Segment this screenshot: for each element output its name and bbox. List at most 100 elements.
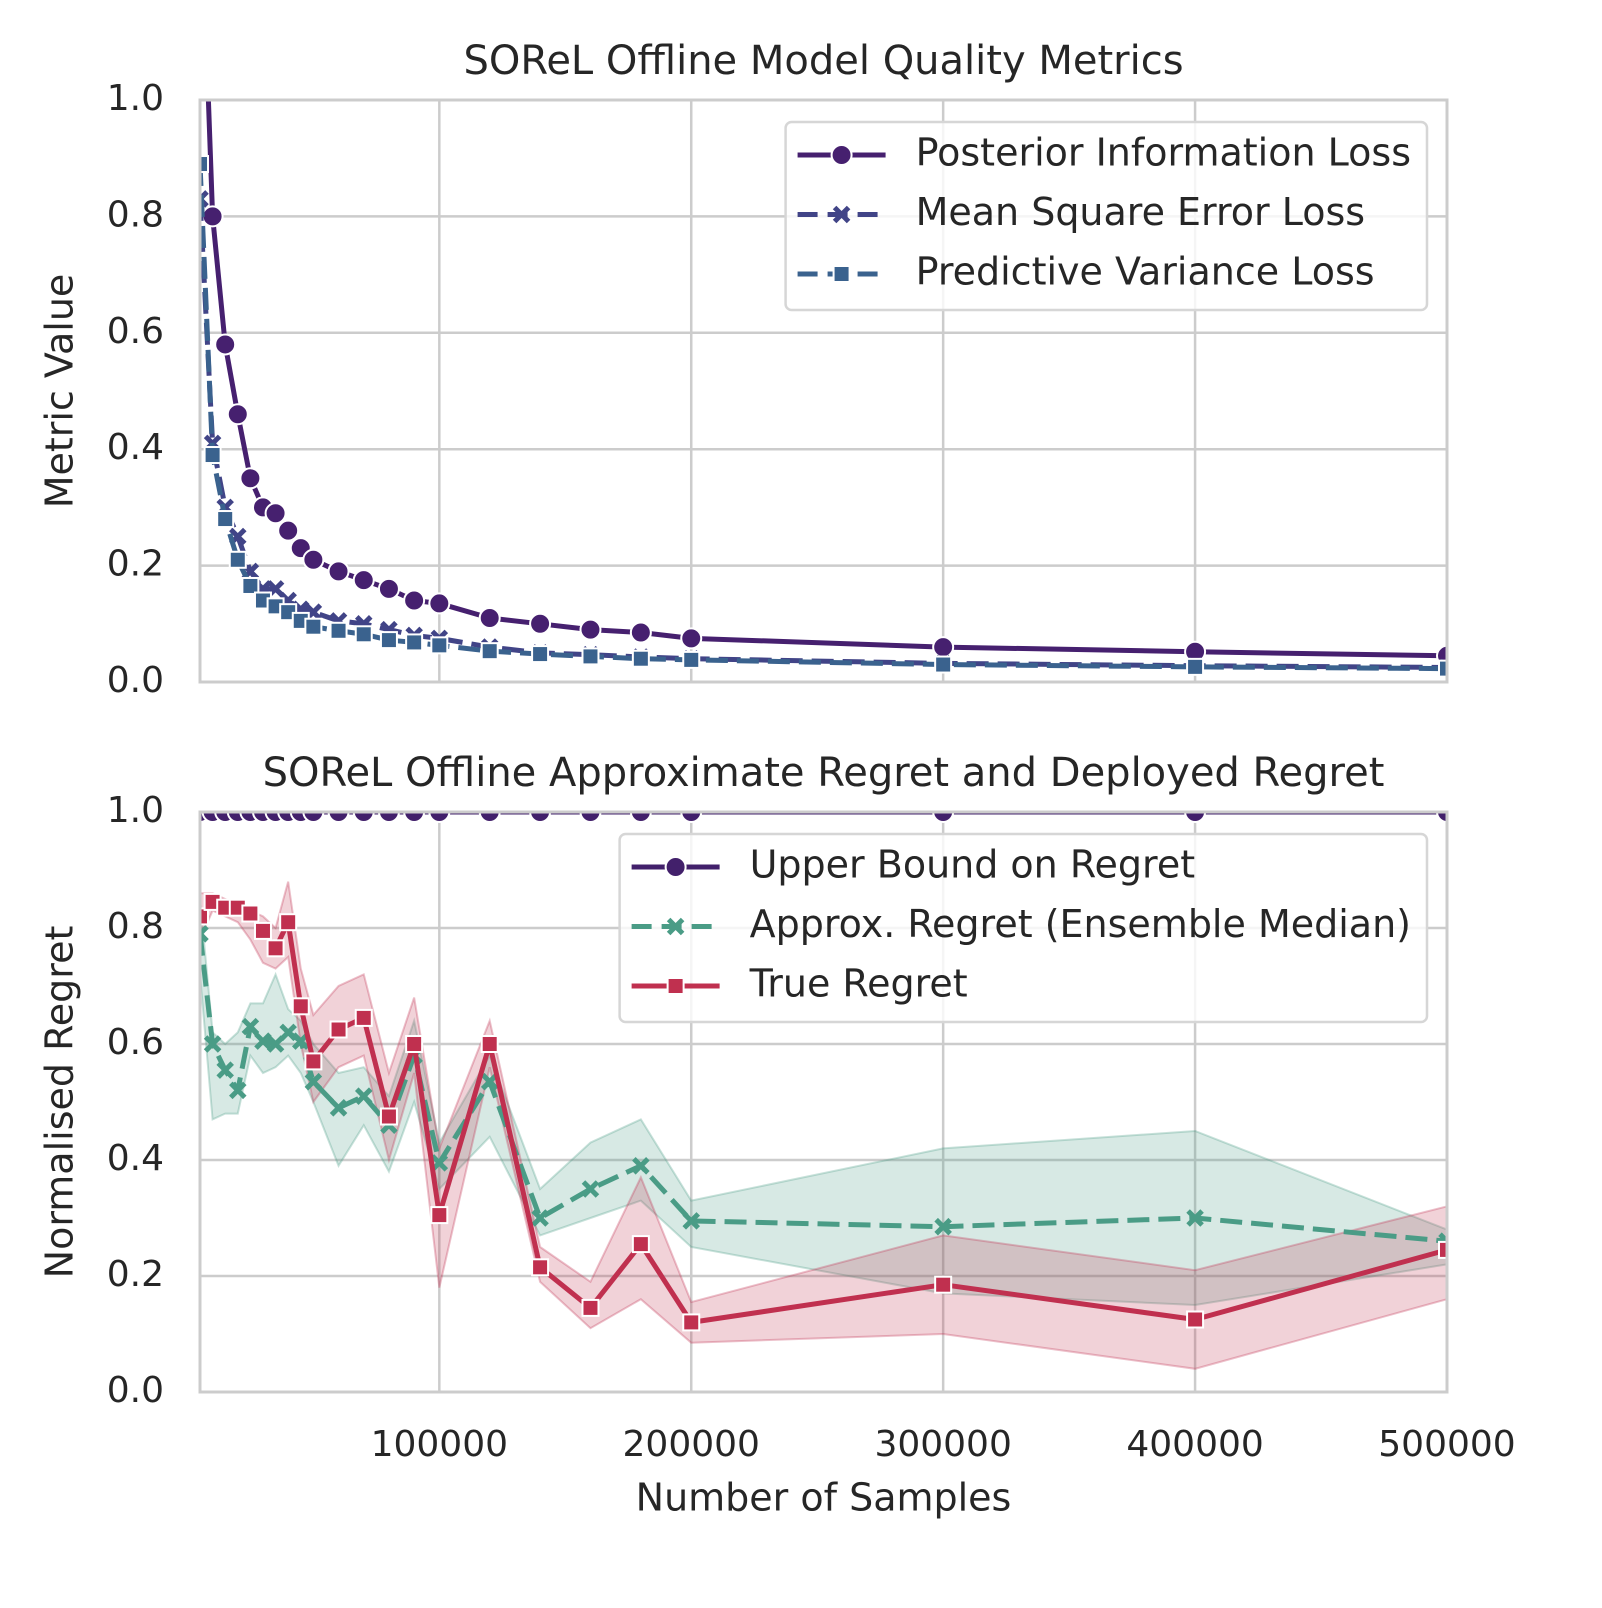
marker: [354, 1008, 373, 1027]
marker: [934, 655, 953, 674]
marker: [239, 467, 262, 490]
marker: [279, 1023, 297, 1042]
confidence-band: [200, 881, 1447, 1370]
marker: [200, 155, 209, 174]
marker: [327, 812, 350, 823]
marker: [579, 618, 602, 641]
marker: [478, 812, 501, 823]
marker: [403, 812, 426, 823]
marker: [241, 576, 260, 595]
y-tick-label: 0.6: [107, 311, 164, 352]
marker: [377, 577, 400, 600]
marker: [934, 1275, 953, 1294]
marker: [253, 921, 272, 940]
marker: [203, 446, 222, 465]
marker: [480, 1035, 499, 1053]
y-axis-label: Metric Value: [38, 274, 82, 509]
marker: [277, 519, 300, 542]
marker: [629, 812, 652, 823]
marker: [216, 1061, 234, 1079]
legend: Posterior Information Loss Mean Square Er…: [784, 120, 1429, 312]
x-axis-label: Number of Samples: [636, 1476, 1012, 1520]
y-tick-label: 1.0: [107, 790, 164, 831]
y-tick-label: 0.4: [107, 427, 164, 468]
marker: [241, 904, 260, 923]
marker: [403, 589, 426, 612]
legend-box: [618, 832, 1429, 1024]
confidence-band: [200, 898, 1447, 1307]
marker: [327, 560, 350, 583]
marker: [666, 917, 685, 936]
marker: [680, 627, 703, 650]
marker: [629, 621, 652, 644]
y-tick-label: 0.4: [107, 1138, 164, 1179]
marker: [352, 812, 375, 823]
marker: [632, 1157, 650, 1175]
marker: [664, 856, 687, 878]
y-tick-label: 1.0: [107, 78, 164, 119]
marker: [264, 502, 287, 525]
marker: [579, 812, 602, 823]
marker: [354, 625, 373, 644]
marker: [1436, 812, 1447, 823]
y-tick-label: 0.6: [107, 1022, 164, 1063]
marker: [229, 1081, 247, 1100]
marker: [266, 939, 285, 958]
x-tick-label: 200000: [623, 1424, 760, 1465]
legend-label: Posterior Information Loss: [916, 131, 1411, 175]
marker: [1184, 812, 1207, 823]
y-tick-label: 0.8: [107, 906, 164, 947]
marker: [216, 510, 235, 529]
marker: [581, 647, 600, 666]
marker: [304, 1052, 323, 1071]
marker: [934, 1217, 952, 1236]
marker: [529, 812, 552, 823]
marker: [932, 812, 955, 823]
y-tick-label: 0.2: [107, 544, 164, 585]
marker: [682, 1212, 701, 1230]
marker: [379, 1107, 398, 1126]
marker: [200, 925, 209, 943]
marker: [682, 1313, 701, 1332]
marker: [430, 1206, 449, 1225]
x-tick-label: 500000: [1378, 1424, 1515, 1465]
marker: [279, 913, 298, 932]
marker: [254, 1032, 272, 1050]
marker: [329, 1020, 348, 1039]
marker: [830, 144, 853, 166]
legend-label: Predictive Variance Loss: [916, 250, 1375, 294]
legend-label: True Regret: [749, 962, 968, 1006]
marker: [1438, 1240, 1447, 1259]
y-tick-label: 0.8: [107, 194, 164, 235]
marker: [581, 1180, 600, 1198]
x-tick-label: 100000: [371, 1424, 508, 1465]
marker: [832, 265, 851, 283]
marker: [531, 645, 550, 664]
marker: [631, 1235, 650, 1254]
axes-frame: [198, 98, 1449, 684]
marker: [666, 977, 685, 995]
marker: [581, 1298, 600, 1317]
marker: [228, 550, 247, 569]
marker: [354, 1087, 373, 1105]
y-tick-label: 0.2: [107, 1254, 164, 1295]
marker: [531, 1258, 550, 1277]
marker: [428, 812, 451, 823]
marker: [200, 907, 209, 926]
y-axis-label: Normalised Regret: [38, 926, 82, 1279]
marker: [1186, 1209, 1204, 1227]
marker: [352, 569, 375, 592]
marker: [932, 636, 955, 659]
marker: [377, 812, 400, 823]
marker: [329, 621, 348, 640]
marker: [1438, 659, 1447, 678]
legend: Upper Bound on Regret Approx. Regret (Ens…: [618, 832, 1429, 1024]
marker: [214, 333, 237, 356]
series-line: [200, 933, 1447, 1244]
marker: [832, 205, 851, 224]
marker: [266, 1035, 285, 1053]
x-tick-label: 400000: [1126, 1424, 1263, 1465]
marker: [304, 1072, 323, 1091]
marker: [529, 612, 552, 635]
